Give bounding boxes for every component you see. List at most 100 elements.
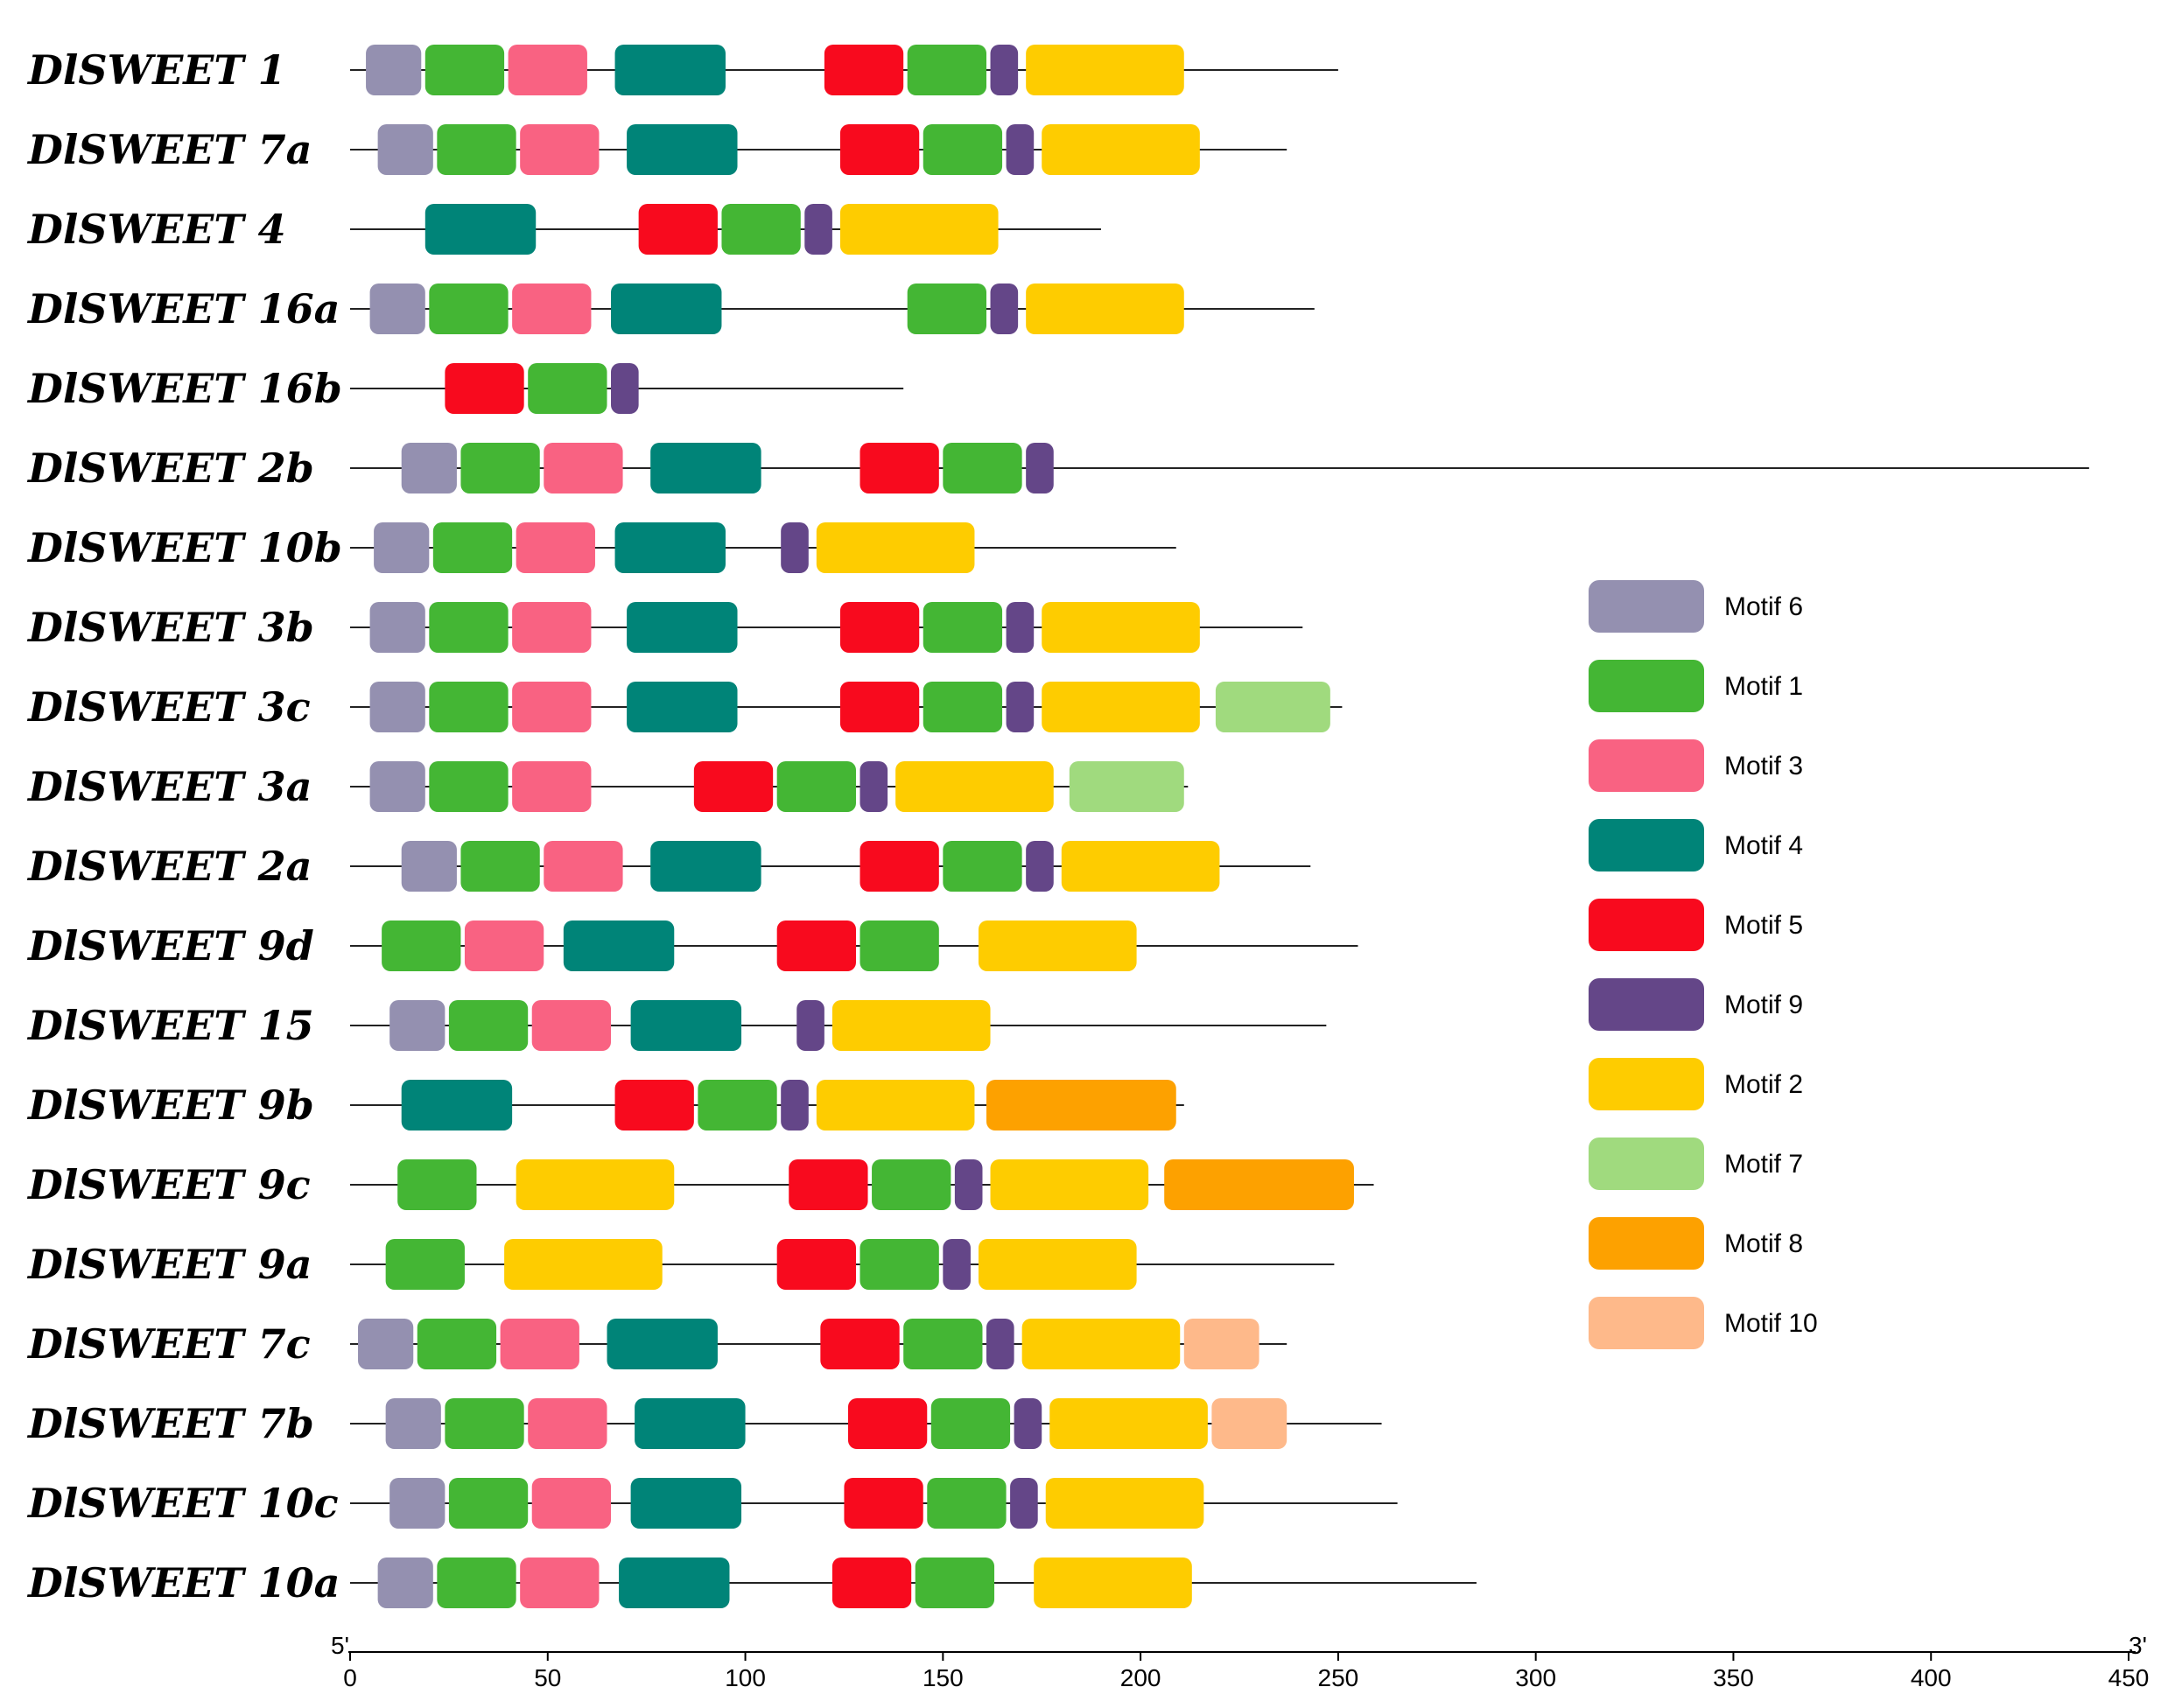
motif-block-m9 <box>1010 1478 1038 1529</box>
axis-tick-label: 0 <box>343 1664 357 1691</box>
gene-label: DlSWEET 1 <box>26 46 286 94</box>
motif-block-m4 <box>614 45 726 95</box>
motif-block-m2 <box>978 920 1137 971</box>
motif-block-m1 <box>923 124 1003 175</box>
legend-label: Motif 4 <box>1724 831 1803 860</box>
legend-swatch <box>1589 978 1704 1031</box>
motif-block-m2 <box>516 1159 675 1210</box>
motif-block-m2 <box>1042 602 1200 653</box>
motif-block-m1 <box>923 602 1003 653</box>
legend-label: Motif 7 <box>1724 1150 1803 1179</box>
motif-block-m1 <box>859 1239 939 1290</box>
motif-block-m5 <box>693 761 774 812</box>
motif-block-m1 <box>385 1239 465 1290</box>
gene-label: DlSWEET 9c <box>26 1161 311 1208</box>
gene-label: DlSWEET 3b <box>26 604 314 651</box>
motif-block-m5 <box>638 204 718 255</box>
legend-label: Motif 9 <box>1724 990 1803 1019</box>
motif-block-m1 <box>429 761 509 812</box>
motif-block-m2 <box>504 1239 663 1290</box>
gene-label: DlSWEET 10b <box>26 524 342 571</box>
motif-block-m1 <box>448 1000 529 1051</box>
motif-block-m6 <box>369 602 425 653</box>
motif-block-m9 <box>1006 682 1035 732</box>
motif-block-m4 <box>627 682 738 732</box>
motif-block-m1 <box>448 1478 529 1529</box>
motif-block-m6 <box>389 1000 446 1051</box>
motif-block-m2 <box>831 1000 991 1051</box>
motif-block-m4 <box>607 1319 718 1369</box>
motif-block-m3 <box>516 522 595 573</box>
motif-block-m4 <box>635 1398 746 1449</box>
gene-row: DlSWEET 9b <box>26 1080 1184 1130</box>
motif-block-m3 <box>512 761 592 812</box>
gene-label: DlSWEET 2b <box>26 444 314 492</box>
motif-block-m8 <box>1164 1159 1354 1210</box>
legend-item: Motif 4 <box>1589 819 1803 872</box>
gene-row: DlSWEET 9d <box>26 920 1358 971</box>
legend-item: Motif 5 <box>1589 899 1803 951</box>
motif-block-m3 <box>528 1398 607 1449</box>
motif-block-m6 <box>369 284 425 334</box>
motif-block-m9 <box>781 522 809 573</box>
legend-label: Motif 2 <box>1724 1070 1803 1099</box>
motif-block-m3 <box>544 841 623 892</box>
motif-block-m6 <box>401 841 457 892</box>
motif-block-m5 <box>776 920 856 971</box>
motif-block-m1 <box>397 1159 477 1210</box>
motif-block-m10 <box>1183 1319 1259 1369</box>
motif-block-m1 <box>930 1398 1011 1449</box>
motif-block-m1 <box>437 124 516 175</box>
gene-label: DlSWEET 7b <box>26 1400 314 1447</box>
axis-tick-label: 400 <box>1911 1664 1952 1691</box>
motif-block-m4 <box>424 204 537 255</box>
motif-block-m2 <box>1021 1319 1181 1369</box>
motif-block-m5 <box>859 841 939 892</box>
legend-item: Motif 8 <box>1589 1217 1803 1270</box>
motif-block-m2 <box>1034 1558 1192 1608</box>
motif-block-m9 <box>796 1000 824 1051</box>
motif-block-m9 <box>990 284 1019 334</box>
motif-block-m4 <box>563 920 675 971</box>
axis: 5' 3' 0 50 100 150 200 250 300 350 400 450 <box>331 1632 2149 1691</box>
legend-swatch <box>1589 1297 1704 1349</box>
axis-ticks: 0 50 100 150 200 250 300 350 400 450 <box>343 1652 2149 1691</box>
motif-block-m1 <box>943 443 1022 494</box>
motif-block-m2 <box>1042 124 1200 175</box>
axis-tick-label: 300 <box>1515 1664 1556 1691</box>
motif-block-m5 <box>839 124 920 175</box>
motif-block-m1 <box>460 443 540 494</box>
motif-block-m6 <box>377 124 433 175</box>
motif-block-m3 <box>531 1000 612 1051</box>
gene-label: DlSWEET 10a <box>26 1559 340 1606</box>
motif-block-m1 <box>460 841 540 892</box>
motif-block-m4 <box>630 1478 742 1529</box>
motif-block-m9 <box>1006 124 1035 175</box>
legend-item: Motif 7 <box>1589 1138 1803 1190</box>
legend-label: Motif 8 <box>1724 1229 1803 1258</box>
legend-swatch <box>1589 1217 1704 1270</box>
motif-block-m1 <box>429 602 509 653</box>
motif-block-m1 <box>927 1478 1007 1529</box>
motif-block-m1 <box>445 1398 524 1449</box>
motif-block-m6 <box>369 682 425 732</box>
gene-row: DlSWEET 9a <box>26 1239 1335 1290</box>
motif-block-m9 <box>1026 841 1054 892</box>
motif-block-m7 <box>1069 761 1184 812</box>
gene-row: DlSWEET 7b <box>26 1398 1382 1449</box>
gene-row: DlSWEET 7c <box>26 1319 1287 1369</box>
motif-block-m4 <box>627 602 738 653</box>
gene-label: DlSWEET 2a <box>26 843 312 890</box>
motif-block-m1 <box>432 522 513 573</box>
motif-block-m2 <box>990 1159 1149 1210</box>
legend-item: Motif 9 <box>1589 978 1803 1031</box>
motif-block-m1 <box>698 1080 777 1130</box>
motif-block-m10 <box>1211 1398 1287 1449</box>
motif-block-m4 <box>614 522 726 573</box>
motif-block-m6 <box>369 761 425 812</box>
motif-block-m9 <box>943 1239 971 1290</box>
legend-item: Motif 6 <box>1589 580 1803 633</box>
motif-block-m8 <box>986 1080 1176 1130</box>
motif-block-m1 <box>872 1159 951 1210</box>
